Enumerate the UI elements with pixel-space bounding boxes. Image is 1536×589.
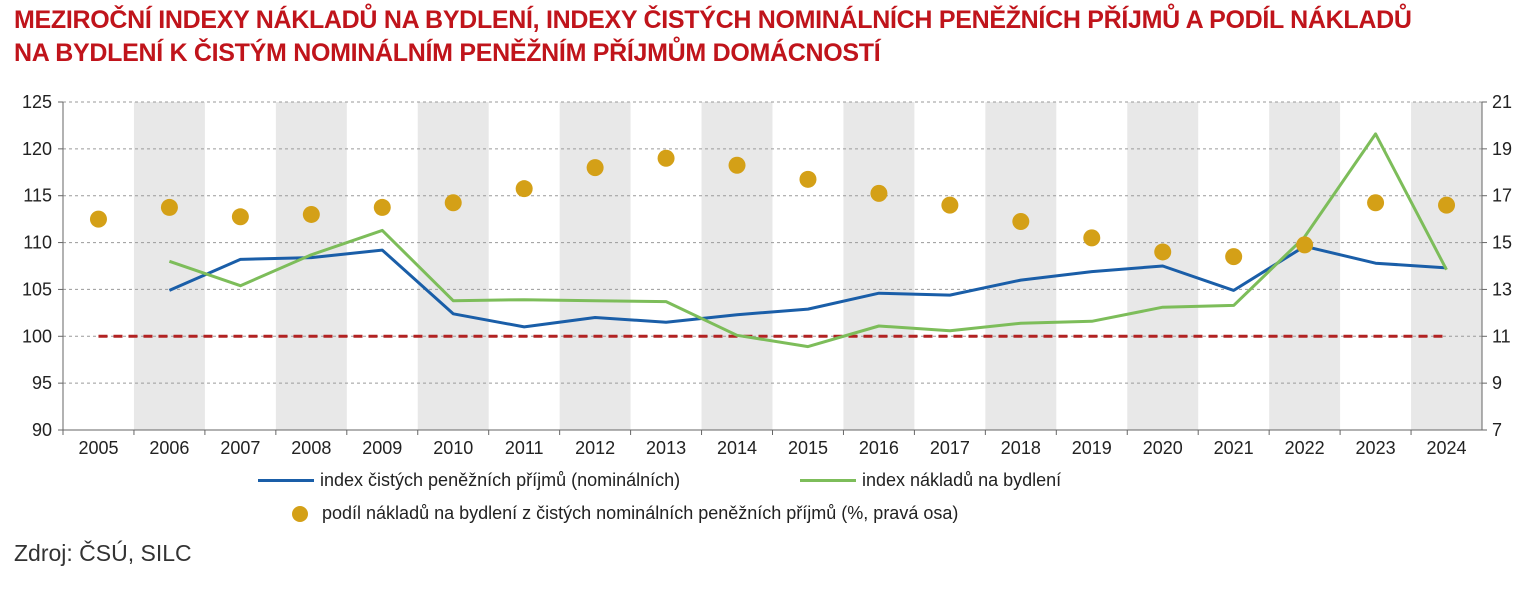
left-tick-label-115: 115 (23, 186, 52, 206)
legend-item-income: index čistých peněžních příjmů (nomináln… (258, 470, 680, 491)
x-tick-label-2007: 2007 (220, 438, 260, 458)
x-tick-label-2015: 2015 (788, 438, 828, 458)
shaded-band-2010 (417, 102, 489, 430)
left-axis-ticks: 90 95 100 105 110 115 120 125 (22, 92, 63, 440)
right-tick-label-9: 9 (1492, 373, 1502, 393)
x-tick-label-2019: 2019 (1072, 438, 1112, 458)
x-tick-label-2006: 2006 (149, 438, 189, 458)
x-tick-label-2024: 2024 (1427, 438, 1467, 458)
left-tick-label-120: 120 (22, 139, 52, 159)
share-dot-2018 (1012, 212, 1030, 230)
share-dot-2022 (1296, 236, 1314, 254)
x-tick-label-2018: 2018 (1001, 438, 1041, 458)
shaded-bands (133, 102, 1482, 430)
share-dot-2017 (941, 196, 959, 214)
x-tick-label-2011: 2011 (505, 438, 544, 458)
share-dot-2024 (1438, 196, 1456, 214)
left-tick-label-110: 110 (23, 233, 52, 253)
income-index-line (168, 244, 1447, 329)
source-note: Zdroj: ČSÚ, SILC (14, 540, 192, 566)
share-dot-2011 (515, 180, 533, 198)
x-tick-label-2005: 2005 (78, 438, 118, 458)
x-axis-ticks: 2005 2006 2007 2008 2009 2010 2011 2012 2013 2014… (62, 430, 1467, 458)
left-tick-label-100: 100 (22, 326, 52, 346)
shaded-band-2014 (701, 102, 773, 430)
x-tick-label-2022: 2022 (1285, 438, 1325, 458)
left-tick-label-95: 95 (32, 373, 52, 393)
share-dot-2012 (586, 159, 604, 177)
shaded-band-2006 (133, 102, 205, 430)
series-dots (89, 149, 1456, 266)
chart-title-line-1: MEZIROČNÍ INDEXY NÁKLADŮ NA BYDLENÍ, IND… (14, 6, 1412, 34)
share-dot-2005 (89, 210, 107, 228)
shaded-band-2018 (985, 102, 1057, 430)
x-tick-label-2017: 2017 (930, 438, 970, 458)
x-tick-label-2014: 2014 (717, 438, 757, 458)
legend-label-share: podíl nákladů na bydlení z čistých nomin… (322, 503, 959, 523)
series-lines (168, 132, 1448, 349)
right-tick-label-21: 21 (1492, 92, 1512, 112)
x-tick-label-2013: 2013 (646, 438, 686, 458)
share-dot-2020 (1154, 243, 1172, 261)
legend-swatch-share (292, 505, 308, 522)
shaded-band-2016 (843, 102, 915, 430)
legend-item-share: podíl nákladů na bydlení z čistých nomin… (270, 503, 958, 524)
x-tick-label-2023: 2023 (1356, 438, 1396, 458)
x-tick-label-2012: 2012 (575, 438, 615, 458)
costs-index-line (168, 132, 1448, 349)
shaded-band-2022 (1269, 102, 1341, 430)
chart-title-line-2: NA BYDLENÍ K ČISTÝM NOMINÁLNÍM PENĚŽNÍM … (14, 39, 881, 67)
right-tick-label-7: 7 (1492, 420, 1502, 440)
right-tick-label-11: 11 (1492, 326, 1511, 346)
x-tick-label-2016: 2016 (859, 438, 899, 458)
shaded-band-2012 (559, 102, 631, 430)
legend-label-income: index čistých peněžních příjmů (nomináln… (320, 470, 681, 490)
share-dot-2019 (1083, 229, 1101, 247)
x-tick-label-2021: 2021 (1214, 438, 1254, 458)
share-dot-2023 (1367, 194, 1385, 212)
share-dot-2006 (160, 198, 178, 216)
left-tick-label-125: 125 (22, 92, 52, 112)
share-dot-2007 (231, 208, 249, 226)
right-tick-label-19: 19 (1492, 139, 1512, 159)
chart-title: MEZIROČNÍ INDEXY NÁKLADŮ NA BYDLENÍ, IND… (14, 4, 1514, 70)
share-dot-2015 (799, 170, 817, 188)
x-tick-label-2008: 2008 (291, 438, 331, 458)
share-dot-2009 (373, 198, 391, 216)
left-tick-label-90: 90 (32, 420, 52, 440)
x-tick-label-2020: 2020 (1143, 438, 1183, 458)
legend-item-costs: index nákladů na bydlení (800, 470, 1061, 491)
share-dot-2021 (1225, 248, 1243, 266)
share-dot-2013 (657, 149, 675, 167)
right-tick-label-17: 17 (1492, 186, 1512, 206)
right-tick-label-13: 13 (1492, 279, 1512, 299)
share-dot-2010 (444, 194, 462, 212)
legend-swatch-costs (800, 479, 856, 482)
share-dot-2016 (870, 184, 888, 202)
right-tick-label-15: 15 (1492, 233, 1512, 253)
left-tick-label-105: 105 (22, 279, 52, 299)
legend-swatch-income (258, 479, 314, 482)
right-axis-ticks: 7 9 11 13 15 17 19 21 (1482, 92, 1512, 440)
x-tick-label-2009: 2009 (362, 438, 402, 458)
legend-label-costs: index nákladů na bydlení (862, 470, 1062, 490)
share-dot-2008 (302, 205, 320, 223)
share-dot-2014 (728, 156, 746, 174)
x-tick-label-2010: 2010 (433, 438, 473, 458)
